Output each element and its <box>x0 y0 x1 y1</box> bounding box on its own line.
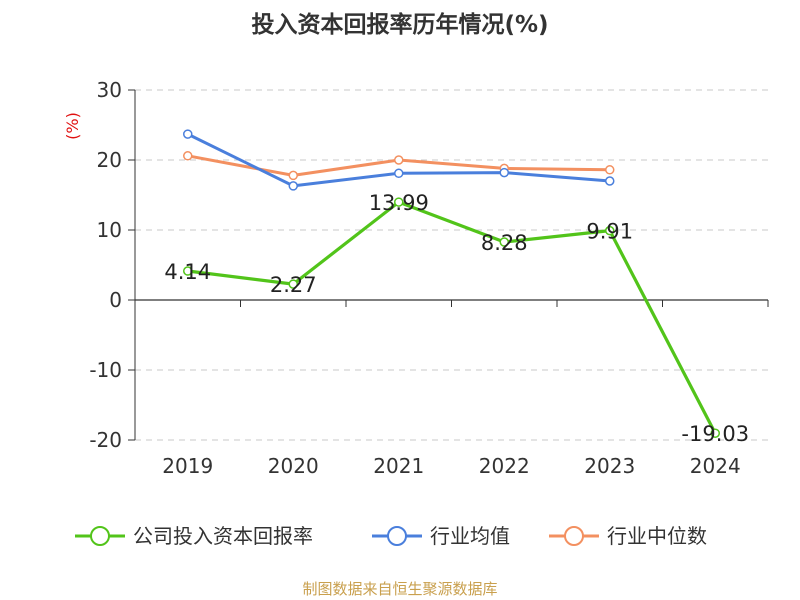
data-point <box>605 225 615 236</box>
y-tick-label: 0 <box>109 288 122 312</box>
y-tick-label: -10 <box>89 358 122 382</box>
legend-item[interactable]: 行业均值 <box>372 524 510 548</box>
data-label: 13.99 <box>369 191 429 215</box>
data-point <box>710 428 720 438</box>
data-point <box>499 167 509 178</box>
y-tick-label: -20 <box>89 428 122 452</box>
data-point <box>394 197 404 207</box>
series-line <box>187 200 717 434</box>
chart-title: 投入资本回报率历年情况(%) <box>251 11 548 38</box>
data-point <box>288 181 298 191</box>
data-label: 9.91 <box>586 220 633 244</box>
legend-item[interactable]: 公司投入资本回报率 <box>75 524 313 548</box>
data-point <box>499 237 509 247</box>
data-label: 4.14 <box>164 260 211 284</box>
x-tick-label: 2020 <box>268 454 319 478</box>
legend-item[interactable]: 行业中位数 <box>549 524 707 548</box>
series-group <box>183 129 720 438</box>
legend-marker <box>564 526 584 546</box>
data-point <box>288 170 298 181</box>
data-labels: 4.14 2.27 13.99 8.28 9.91 -19.03 <box>164 191 749 446</box>
x-tick-label: 2024 <box>690 454 741 478</box>
legend[interactable]: 公司投入资本回报率 行业均值 行业中位数 <box>75 524 707 548</box>
data-point <box>183 129 193 139</box>
x-tick-label: 2023 <box>584 454 635 478</box>
x-tick-label: 2021 <box>373 454 424 478</box>
y-axis-label: (%) <box>63 112 82 140</box>
data-point <box>394 168 404 179</box>
source-note: 制图数据来自恒生聚源数据库 <box>302 580 497 598</box>
data-point <box>183 266 193 276</box>
y-tick-label: 30 <box>97 78 122 102</box>
legend-marker <box>90 526 110 546</box>
y-tick-label: 20 <box>97 148 122 172</box>
data-point <box>288 279 298 289</box>
x-tick-label: 2019 <box>162 454 213 478</box>
data-label: 2.27 <box>270 273 317 297</box>
x-tick-label: 2022 <box>479 454 530 478</box>
data-label: 8.28 <box>481 231 528 255</box>
data-point <box>183 151 193 161</box>
data-label: -19.03 <box>681 422 749 446</box>
axes: 30 20 10 0 -10 -20 2019 2020 2021 2022 2023 2024 <box>89 78 769 478</box>
legend-marker <box>387 526 407 546</box>
legend-label: 行业均值 <box>430 524 510 548</box>
y-tick-label: 10 <box>97 218 122 242</box>
legend-label: 行业中位数 <box>607 524 707 548</box>
data-point <box>605 165 615 175</box>
data-point <box>605 176 615 186</box>
grid-lines <box>135 89 768 441</box>
legend-label: 公司投入资本回报率 <box>133 524 313 548</box>
data-point <box>394 155 404 165</box>
